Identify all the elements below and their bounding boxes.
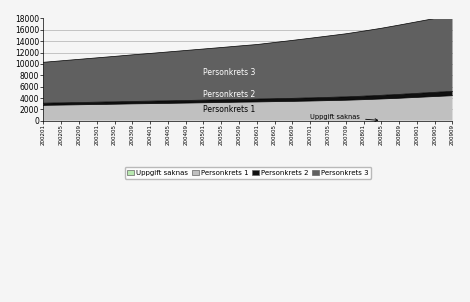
Legend: Uppgift saknas, Personkrets 1, Personkrets 2, Personkrets 3: Uppgift saknas, Personkrets 1, Personkre… (125, 167, 371, 178)
Text: Personkrets 2: Personkrets 2 (204, 90, 256, 99)
Text: Personkrets 1: Personkrets 1 (204, 105, 256, 114)
Text: Uppgift saknas: Uppgift saknas (310, 114, 378, 121)
Text: Personkrets 3: Personkrets 3 (204, 68, 256, 77)
